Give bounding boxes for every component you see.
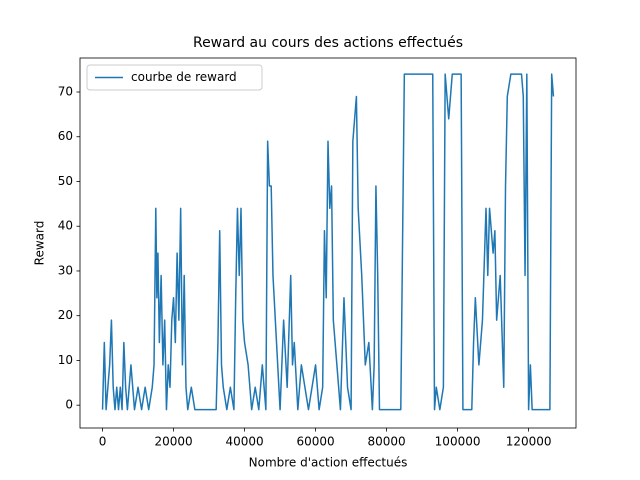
legend-label: courbe de reward (131, 70, 237, 84)
x-tick-label: 80000 (367, 435, 405, 449)
y-tick-label: 10 (58, 353, 73, 367)
plot-frame (79, 57, 577, 429)
x-tick-label: 0 (99, 435, 107, 449)
x-tick-label: 20000 (154, 435, 192, 449)
y-axis-label: Reward (33, 221, 47, 266)
x-tick-label: 120000 (506, 435, 552, 449)
data-line (101, 73, 555, 411)
y-tick-label: 40 (58, 219, 73, 233)
x-tick-label: 100000 (435, 435, 481, 449)
x-tick-label: 40000 (225, 435, 263, 449)
legend-box (86, 64, 263, 91)
y-tick-label: 60 (58, 129, 73, 143)
y-tick-label: 50 (58, 174, 73, 188)
x-axis-label: Nombre d'action effectués (249, 456, 408, 470)
y-tick-label: 0 (65, 398, 73, 412)
y-tick-label: 20 (58, 308, 73, 322)
y-tick-label: 70 (58, 85, 73, 99)
legend: courbe de reward (86, 64, 263, 91)
chart-title: Reward au cours des actions effectués (193, 35, 463, 51)
y-tick-label: 30 (58, 263, 73, 277)
x-tick-label: 60000 (296, 435, 334, 449)
